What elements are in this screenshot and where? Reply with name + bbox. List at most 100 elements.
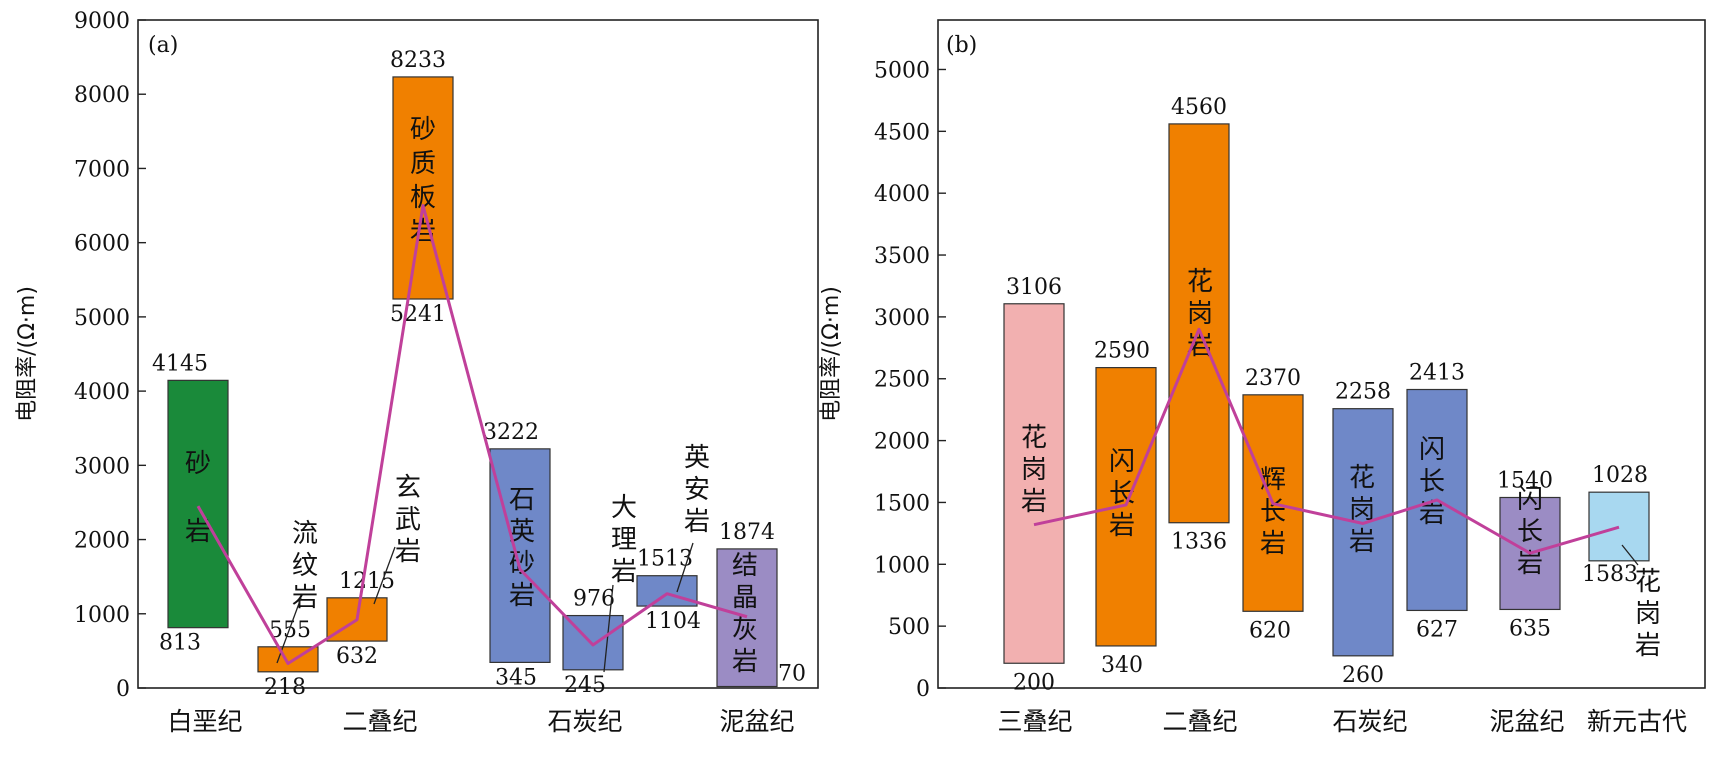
bar-high-label: 976	[573, 587, 615, 612]
rock-name-char: 大	[611, 493, 637, 523]
bar-low-label: 260	[1342, 663, 1384, 688]
y-tick-label: 5000	[874, 58, 930, 83]
bar-high-label: 4560	[1171, 95, 1227, 120]
rock-name-char: 岗	[1635, 599, 1661, 629]
rock-name-char: 质	[410, 149, 436, 179]
bar-high-label: 1540	[1497, 468, 1553, 493]
bar-high-label: 3222	[483, 420, 539, 445]
period-label: 新元古代	[1587, 707, 1687, 736]
bar-4	[392, 76, 454, 300]
rock-name-char: 晶	[732, 583, 758, 613]
bar-low-label: 813	[159, 631, 201, 656]
bar-low-label: 635	[1509, 616, 1551, 641]
y-tick-label: 500	[888, 615, 930, 640]
y-tick-label: 3000	[74, 454, 130, 479]
y-tick-label: 1000	[74, 603, 130, 628]
label-leader-line	[1621, 544, 1639, 566]
rock-name-char: 玄	[395, 473, 421, 503]
bar-low-label: 5241	[390, 302, 446, 327]
bar-high-label: 1874	[719, 520, 775, 545]
bar-7	[636, 575, 698, 607]
rock-name-char: 岩	[1021, 487, 1047, 517]
panel-label: (b)	[946, 33, 977, 58]
bar-low-label: 627	[1416, 617, 1458, 642]
bar-low-label: 200	[1013, 670, 1055, 695]
panel-b: 0 500 1000 1500 2000 2500 3000 3500 4000 4500 5000…	[819, 19, 1706, 736]
y-tick-label: 8000	[74, 83, 130, 108]
y-tick-label: 3500	[874, 244, 930, 269]
bar-high-label: 1028	[1592, 463, 1648, 488]
mean-line	[1033, 327, 1620, 555]
rock-name-char: 岩	[395, 537, 421, 567]
rock-name-char: 石	[509, 485, 535, 515]
period-label: 二叠纪	[1162, 707, 1237, 736]
rock-name-char: 花	[1187, 267, 1213, 297]
bar-low-label: 620	[1249, 618, 1291, 643]
label-leader-line	[676, 542, 694, 593]
rock-name-char: 岩	[684, 507, 710, 537]
bar-5	[489, 448, 551, 663]
rock-name-char: 闪	[1419, 435, 1445, 465]
y-tick-label: 1000	[874, 553, 930, 578]
bar-high-label: 8233	[390, 48, 446, 73]
y-tick-label: 6000	[74, 232, 130, 257]
period-label: 石炭纪	[1332, 707, 1407, 736]
bar-high-label: 2413	[1409, 361, 1465, 386]
y-tick-label: 1500	[874, 491, 930, 516]
rock-name-char: 结	[732, 551, 758, 581]
rock-name-char: 流	[292, 519, 318, 549]
mean-line	[196, 204, 748, 666]
bar-low-label: 345	[495, 665, 537, 690]
bar-high-label: 2590	[1094, 339, 1150, 364]
rock-name-char: 岩	[1349, 527, 1375, 557]
rock-name-char: 花	[1021, 423, 1047, 453]
y-tick-label: 4000	[874, 182, 930, 207]
y-tick-label: 2500	[874, 368, 930, 393]
panel-label: (a)	[148, 33, 178, 58]
rock-name-char: 长	[1517, 517, 1543, 547]
bar-8	[1588, 491, 1650, 562]
bar-low-label: 1583	[1582, 562, 1638, 587]
period-label: 三叠纪	[997, 707, 1072, 736]
rock-name-char: 闪	[1517, 485, 1543, 515]
y-tick-label: 2000	[874, 430, 930, 455]
rock-name-char: 花	[1635, 567, 1661, 597]
label-leader-line	[373, 546, 396, 605]
y-axis-label: 电阻率/(Ω·m)	[819, 286, 844, 422]
period-label: 泥盆纪	[719, 707, 794, 736]
panel-a: 0 1000 2000 3000 4000 5000 6000 7000 8000 9000 电阻率…	[15, 9, 819, 736]
rock-name-char: 花	[1349, 463, 1375, 493]
y-tick-label: 2000	[74, 529, 130, 554]
bar-low-label: 632	[336, 644, 378, 669]
y-axis-label: 电阻率/(Ω·m)	[15, 286, 40, 422]
plot-frame	[137, 19, 819, 689]
plot-frame	[937, 19, 1706, 689]
rock-name-char: 岩	[1260, 529, 1286, 559]
rock-name-char: 安	[684, 475, 710, 505]
bar-2	[1095, 367, 1157, 647]
bar-low-label: 1104	[645, 609, 701, 634]
rock-name-char: 武	[395, 505, 421, 535]
bar-high-label: 555	[269, 618, 311, 643]
bar-low-label: 70	[778, 662, 806, 687]
bar-low-label: 1336	[1171, 530, 1227, 555]
y-tick-label: 5000	[74, 306, 130, 331]
bar-high-label: 2370	[1245, 366, 1301, 391]
rock-name-char: 砂	[410, 115, 436, 145]
y-tick-label: 7000	[74, 157, 130, 182]
rock-name-char: 英	[684, 443, 710, 473]
y-tick-label: 0	[916, 677, 930, 702]
rock-name-char: 闪	[1109, 447, 1135, 477]
bar-1	[1003, 303, 1065, 664]
rock-name-char: 理	[611, 525, 637, 555]
y-tick-label: 3000	[874, 306, 930, 331]
rock-name-char: 纹	[292, 551, 318, 581]
rock-name-char: 岗	[1187, 299, 1213, 329]
rock-name-char: 岗	[1021, 455, 1047, 485]
y-tick-label: 4000	[74, 380, 130, 405]
rock-name-char: 岩	[509, 581, 535, 611]
rock-name-char: 长	[1419, 467, 1445, 497]
rock-name-char: 岩	[732, 647, 758, 677]
rock-name-char: 砂	[185, 449, 211, 479]
